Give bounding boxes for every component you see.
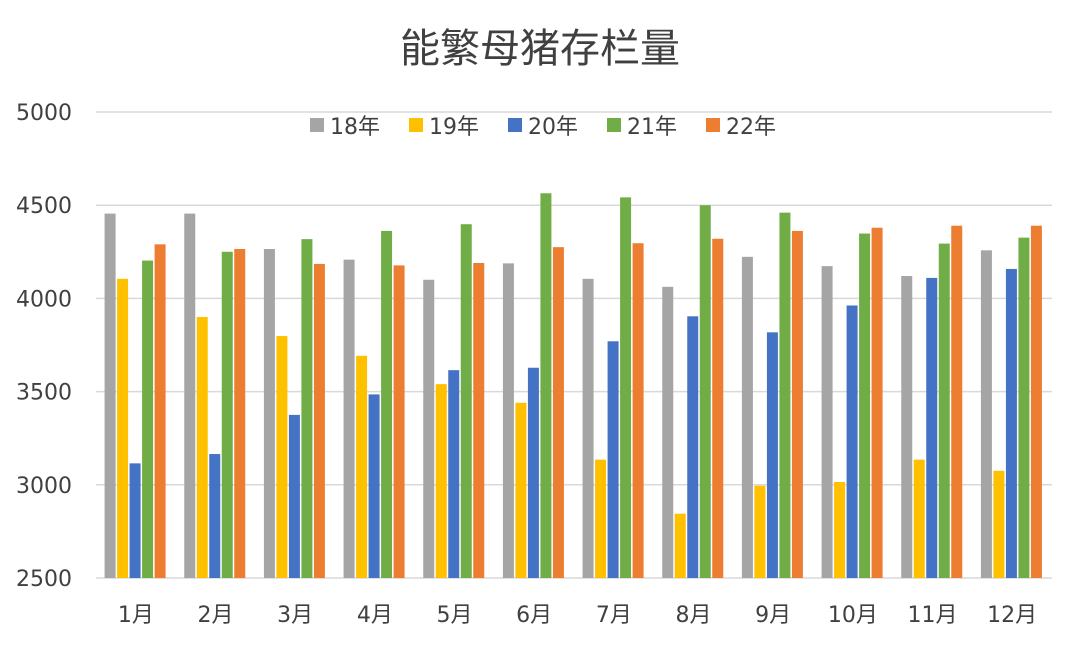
bar <box>460 224 472 578</box>
bar <box>515 402 527 578</box>
bar <box>142 260 154 578</box>
bar <box>913 459 925 578</box>
bar <box>288 414 300 578</box>
legend: 18年 19年 20年 21年 22年 <box>310 115 776 140</box>
x-axis: 1月 2月 3月 4月 5月 6月 7月 8月 9月 10月 11月 12月 <box>118 603 1037 628</box>
x-tick-label: 7月 <box>596 603 632 628</box>
bar <box>313 263 325 578</box>
bar <box>620 197 632 578</box>
bar <box>221 251 233 579</box>
bar <box>263 249 275 578</box>
bar <box>859 233 871 578</box>
x-tick-label: 8月 <box>676 603 712 628</box>
bar <box>301 239 313 578</box>
bar <box>502 263 514 578</box>
bar <box>540 193 552 579</box>
bar <box>607 341 619 578</box>
bar <box>674 513 686 578</box>
x-tick-label: 4月 <box>357 603 393 628</box>
bar <box>834 482 846 578</box>
bars <box>104 193 1042 579</box>
bar <box>980 250 992 578</box>
bar <box>938 243 950 579</box>
bar <box>196 317 208 578</box>
y-tick-label: 2500 <box>16 567 72 592</box>
bar <box>448 370 460 578</box>
legend-swatch <box>706 118 720 132</box>
x-tick-label: 1月 <box>118 603 154 628</box>
y-tick-label: 4000 <box>16 287 72 312</box>
gridlines <box>96 111 1052 579</box>
bar <box>184 213 196 578</box>
bar <box>871 227 883 578</box>
x-tick-label: 11月 <box>908 603 958 628</box>
bar <box>276 336 288 578</box>
bar <box>234 249 246 578</box>
bar <box>527 367 539 578</box>
bar <box>595 459 607 578</box>
bar <box>662 286 674 578</box>
legend-swatch <box>409 118 423 132</box>
x-tick-label: 10月 <box>828 603 878 628</box>
bar <box>1018 237 1030 578</box>
bar <box>582 278 594 578</box>
bar <box>993 470 1005 578</box>
legend-label: 18年 <box>330 115 380 140</box>
bar <box>381 230 393 578</box>
bar <box>356 355 368 578</box>
legend-swatch <box>310 118 324 132</box>
y-tick-label: 3000 <box>16 474 72 499</box>
chart-title: 能繁母猪存栏量 <box>400 26 680 72</box>
legend-label: 19年 <box>429 115 479 140</box>
bar <box>154 244 166 578</box>
legend-label: 21年 <box>627 115 677 140</box>
bar <box>766 332 778 578</box>
bar <box>951 225 963 579</box>
bar <box>712 238 724 578</box>
bar <box>129 463 141 578</box>
bar <box>901 276 913 578</box>
bar <box>473 262 485 578</box>
x-tick-label: 2月 <box>198 603 234 628</box>
bar <box>393 265 405 578</box>
bar <box>699 205 711 578</box>
legend-swatch <box>607 118 621 132</box>
bar <box>791 230 803 578</box>
legend-label: 20年 <box>528 115 578 140</box>
bar <box>423 279 435 578</box>
bar <box>754 485 766 578</box>
bar <box>104 213 116 578</box>
y-tick-label: 5000 <box>16 101 72 126</box>
x-tick-label: 9月 <box>755 603 791 628</box>
bar <box>368 394 380 578</box>
x-tick-label: 6月 <box>516 603 552 628</box>
bar <box>632 243 644 579</box>
bar <box>117 278 129 578</box>
bar <box>343 259 355 578</box>
x-tick-label: 3月 <box>277 603 313 628</box>
bar <box>687 316 699 578</box>
y-axis: 2500 3000 3500 4000 4500 5000 <box>16 101 72 592</box>
bar <box>209 454 221 578</box>
x-tick-label: 5月 <box>437 603 473 628</box>
bar <box>779 212 791 578</box>
y-tick-label: 3500 <box>16 381 72 406</box>
bar <box>741 256 753 578</box>
legend-label: 22年 <box>726 115 776 140</box>
y-tick-label: 4500 <box>16 194 72 219</box>
bar <box>552 247 564 578</box>
bar <box>846 305 858 578</box>
x-tick-label: 12月 <box>987 603 1037 628</box>
bar <box>435 384 447 578</box>
bar <box>926 277 938 578</box>
legend-swatch <box>508 118 522 132</box>
bar <box>821 266 833 578</box>
bar <box>1005 268 1017 578</box>
bar <box>1030 225 1042 579</box>
